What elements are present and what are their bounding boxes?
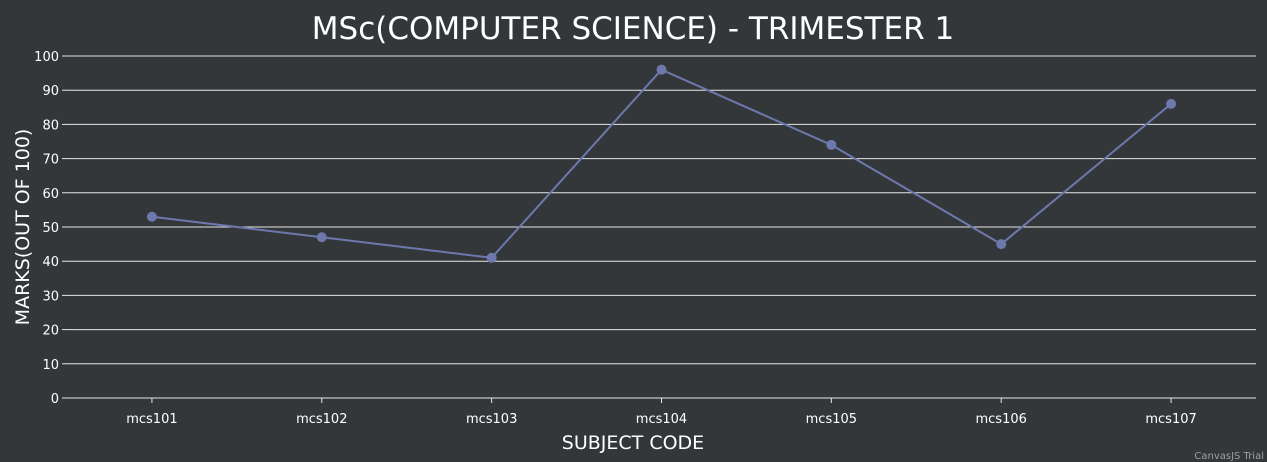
y-tick-label: 50 — [42, 221, 59, 236]
watermark-text: CanvasJS Trial — [1194, 451, 1264, 462]
data-point-mcs103[interactable] — [486, 252, 497, 263]
y-tick-label: 30 — [42, 289, 59, 304]
y-tick-label: 60 — [42, 187, 59, 202]
y-tick-label: 40 — [42, 255, 59, 270]
x-tick-label-mcs103: mcs103 — [466, 412, 517, 427]
y-axis-title: MARKS(OUT OF 100) — [12, 129, 34, 326]
x-tick-label-mcs102: mcs102 — [296, 412, 347, 427]
x-tick-label-mcs104: mcs104 — [636, 412, 687, 427]
y-tick-label: 100 — [34, 50, 59, 65]
x-tick-label-mcs106: mcs106 — [976, 412, 1027, 427]
data-points — [146, 64, 1177, 263]
x-axis-ticks: mcs101 mcs102 mcs103 mcs104 mcs105 mcs106 mcs1… — [126, 398, 1197, 427]
data-point-mcs105[interactable] — [826, 139, 837, 150]
x-tick-label-mcs101: mcs101 — [126, 412, 177, 427]
y-tick-label: 80 — [42, 118, 59, 133]
y-tick-label: 20 — [42, 324, 59, 339]
data-point-mcs102[interactable] — [316, 232, 327, 243]
y-tick-label: 70 — [42, 153, 59, 168]
y-tick-label: 0 — [51, 392, 59, 407]
data-point-mcs101[interactable] — [146, 211, 157, 222]
gridlines — [67, 55, 1256, 365]
data-point-mcs107[interactable] — [1166, 98, 1177, 109]
y-tick-label: 10 — [42, 358, 59, 373]
x-tick-label-mcs107: mcs107 — [1145, 412, 1196, 427]
chart-title: MSc(COMPUTER SCIENCE) - TRIMESTER 1 — [312, 11, 954, 47]
data-point-mcs106[interactable] — [996, 239, 1007, 250]
x-tick-label-mcs105: mcs105 — [806, 412, 857, 427]
y-axis-ticks: 0 10 20 30 40 50 60 70 80 90 100 — [34, 50, 67, 407]
x-axis-title: SUBJECT CODE — [562, 432, 704, 454]
y-tick-label: 90 — [42, 84, 59, 99]
data-point-mcs104[interactable] — [656, 64, 667, 75]
